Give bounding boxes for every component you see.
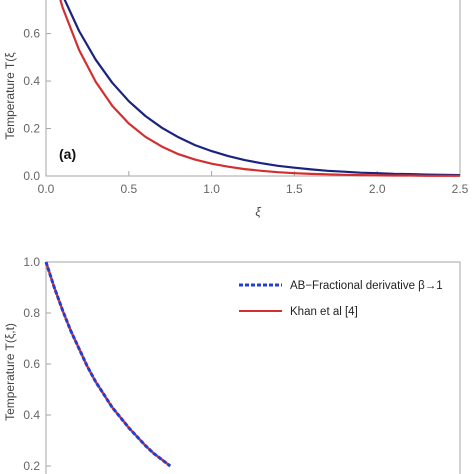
- panel-a-y-tick-label: 0.4: [23, 74, 40, 88]
- panel-a-x-tick-label: 1.5: [286, 182, 303, 196]
- panel-a-y-tick-label: 0.0: [23, 169, 40, 183]
- panel-a-x-tick-label: 0.0: [38, 182, 55, 196]
- panel-b-y-tick-label: 1.0: [23, 255, 40, 269]
- legend: AB−Fractional derivative β→1 Khan et al …: [239, 280, 443, 318]
- panel-b-y-tick-label: 0.8: [23, 306, 40, 320]
- panel-a-y-tick-label: 0.6: [23, 27, 40, 41]
- panel-a-x-tick-label: 2.5: [452, 182, 469, 196]
- panel-a-x-axis-title: ξ: [255, 205, 261, 219]
- panel-a-x-tick-label: 1.0: [203, 182, 220, 196]
- panel-b-y-tick-label: 0.6: [23, 357, 40, 371]
- panel-b-y-tick-label: 0.2: [23, 459, 40, 473]
- panel-a-frame: [45, 0, 461, 177]
- panel-a-y-axis-title: Temperature T(ξ: [3, 52, 17, 140]
- panel-b-y-ticks: 1.0 0.8 0.6 0.4 0.2: [23, 255, 51, 473]
- panel-a-x-tick-label: 0.5: [120, 182, 137, 196]
- panel-b-y-axis-title: Temperature T(ξ,t): [3, 323, 17, 421]
- legend-label-khan: Khan et al [4]: [290, 306, 358, 318]
- panel-b: 1.0 0.8 0.6 0.4 0.2 Temperature T(ξ,t) AB−Fr…: [3, 255, 461, 474]
- panel-a-x-tick-label: 2.0: [369, 182, 386, 196]
- panel-a-y-ticks: 0.0 0.2 0.4 0.6: [23, 27, 51, 183]
- panel-a-series-line-0: [63, 0, 461, 177]
- panel-b-series-line-1: [44, 261, 171, 467]
- panel-a-series: [59, 0, 461, 177]
- panel-b-y-tick-label: 0.4: [23, 408, 40, 422]
- panel-b-series-line-0: [44, 261, 172, 468]
- panel-a-y-tick-label: 0.2: [23, 122, 40, 136]
- panel-b-series: [44, 261, 172, 468]
- panel-b-frame: [45, 261, 461, 474]
- panel-a: 0.0 0.2 0.4 0.6 0.0 0.5 1.0 1.5 2.0 2.5 Temperat…: [3, 0, 469, 219]
- legend-label-ab-fractional: AB−Fractional derivative β→1: [290, 280, 443, 292]
- panel-a-series-line-1: [59, 0, 460, 177]
- panel-a-label: (a): [59, 146, 76, 162]
